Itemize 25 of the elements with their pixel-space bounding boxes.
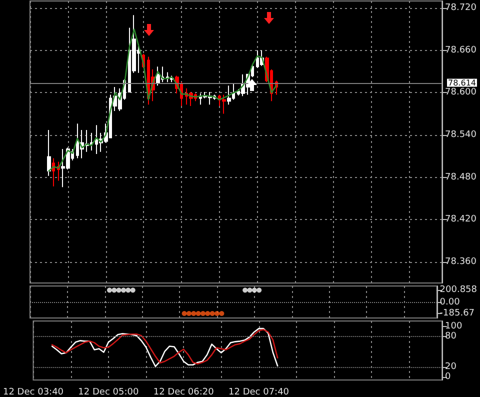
y-tick-label: 80	[445, 332, 457, 342]
x-tick-label: 12 Dec 06:20	[153, 388, 214, 397]
candlestick	[47, 130, 51, 176]
x-tick-label: 12 Dec 07:40	[228, 388, 290, 397]
candlestick	[52, 158, 55, 187]
y-tick-label: 20	[445, 362, 457, 372]
x-tick-label: 12 Dec 03:40	[2, 388, 64, 397]
y-tick-label: 0.00	[440, 297, 460, 308]
line-series	[48, 28, 277, 172]
candlestick	[227, 85, 231, 106]
candlestick	[170, 75, 174, 83]
y-tick-label: 78.600	[445, 88, 477, 98]
y-tick-label: 78.360	[445, 256, 477, 267]
y-tick-label: 0	[445, 372, 451, 382]
y-tick-label: 100	[445, 322, 462, 332]
y-tick-label: 78.720	[445, 3, 477, 14]
ref-line-label: 78.614	[448, 78, 476, 88]
y-tick-label: 78.660	[445, 45, 477, 56]
x-tick-label: 12 Dec 05:00	[78, 388, 139, 397]
candlestick	[222, 94, 226, 114]
y-tick-label: 78.420	[445, 214, 477, 225]
y-tick-label: 78.480	[445, 172, 477, 182]
y-tick-label: -185.67	[440, 308, 475, 319]
y-tick-label: 200.858	[440, 285, 478, 296]
y-tick-label: 78.540	[445, 130, 477, 140]
